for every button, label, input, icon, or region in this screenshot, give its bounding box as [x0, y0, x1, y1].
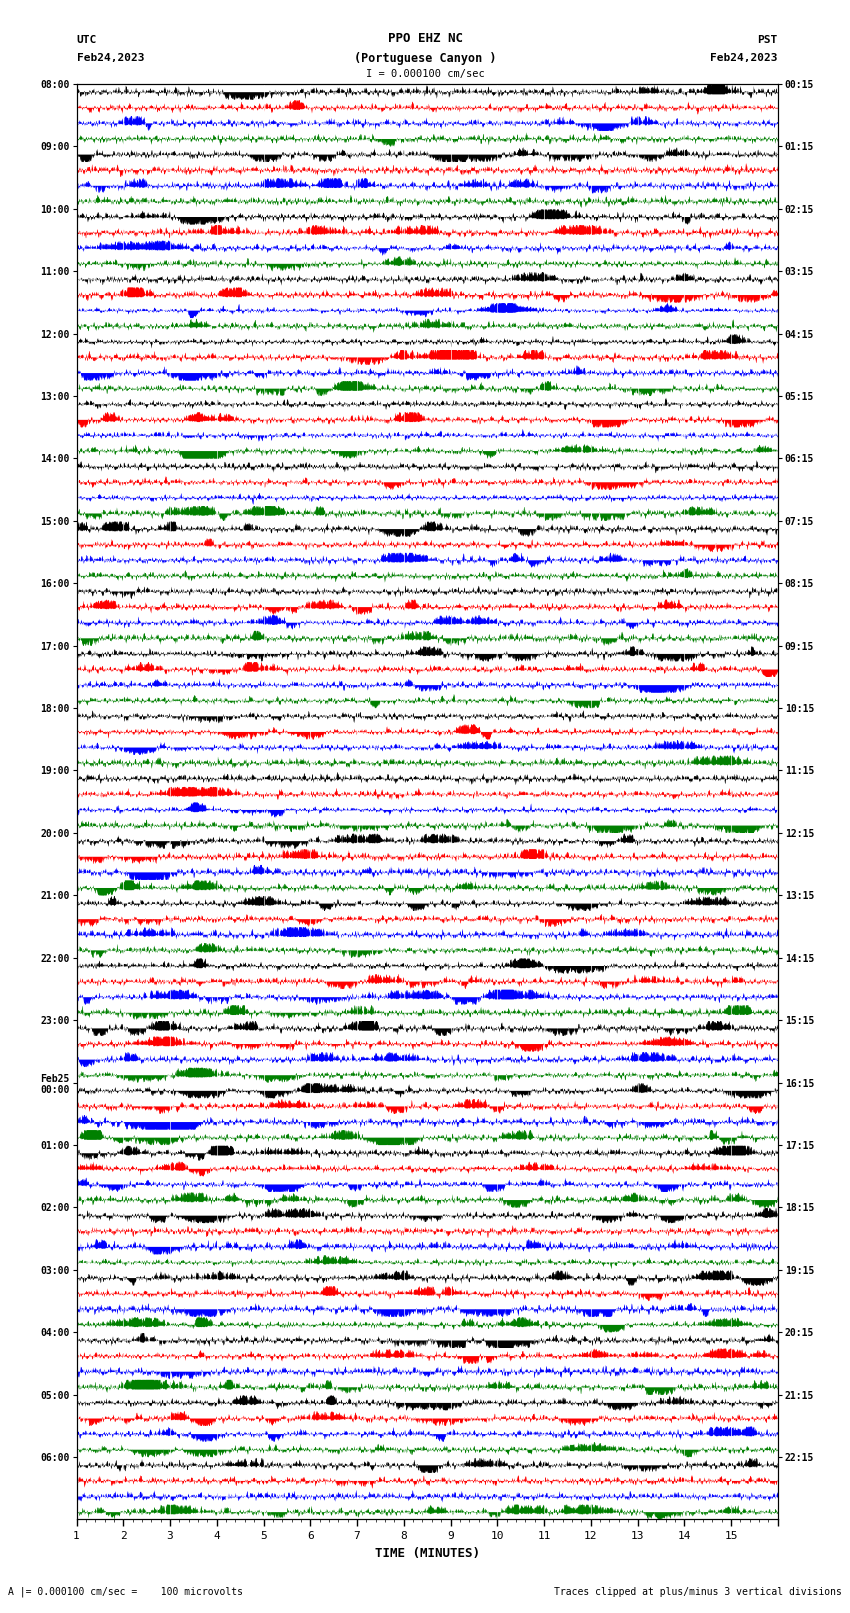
Text: Feb24,2023: Feb24,2023: [76, 53, 144, 63]
Text: Traces clipped at plus/minus 3 vertical divisions: Traces clipped at plus/minus 3 vertical …: [553, 1587, 842, 1597]
Text: PST: PST: [757, 35, 778, 45]
Text: (Portuguese Canyon ): (Portuguese Canyon ): [354, 52, 496, 65]
Text: I = 0.000100 cm/sec: I = 0.000100 cm/sec: [366, 69, 484, 79]
X-axis label: TIME (MINUTES): TIME (MINUTES): [375, 1547, 479, 1560]
Text: UTC: UTC: [76, 35, 97, 45]
Text: A |= 0.000100 cm/sec =    100 microvolts: A |= 0.000100 cm/sec = 100 microvolts: [8, 1586, 243, 1597]
Text: Feb24,2023: Feb24,2023: [711, 53, 778, 63]
Text: PPO EHZ NC: PPO EHZ NC: [388, 32, 462, 45]
